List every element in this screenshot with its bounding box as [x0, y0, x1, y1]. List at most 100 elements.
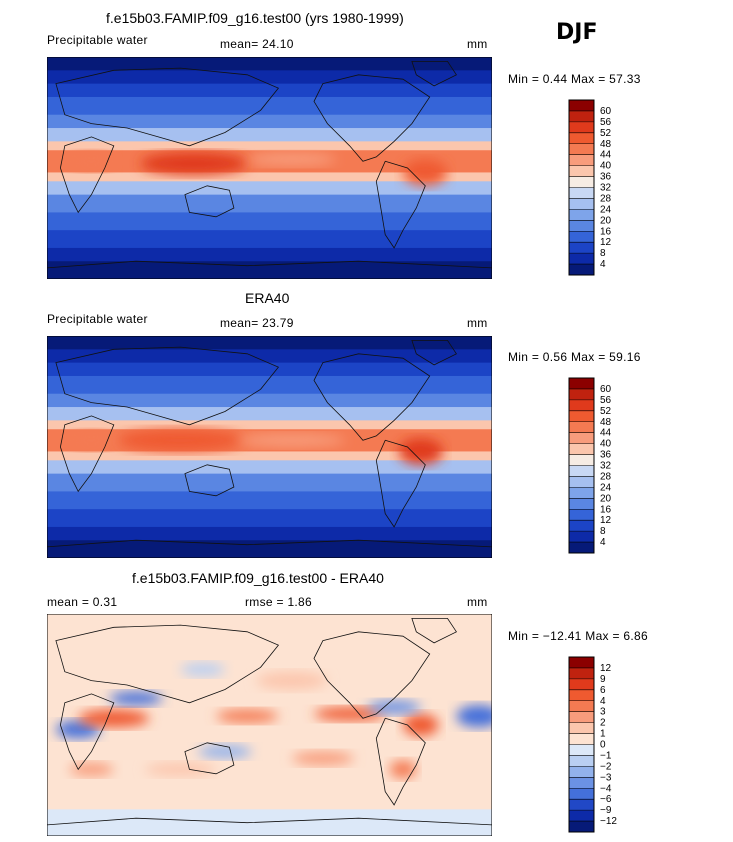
panel3-minmax: Min = −12.41 Max = 6.86: [508, 629, 648, 643]
colorbar-label: 44: [600, 428, 612, 439]
colorbar-cell: [569, 711, 594, 723]
colorbar-cell: [569, 198, 594, 210]
colorbar-cell: [569, 678, 594, 691]
colorbar-label: 20: [600, 493, 612, 504]
colorbar-cell: [569, 777, 594, 789]
colorbar-label: −4: [600, 783, 612, 794]
map-panel-3: [47, 614, 492, 836]
coastline: [55, 67, 280, 147]
colorbar-cell: [569, 722, 594, 734]
map-band: [47, 540, 492, 558]
colorbar-label: 48: [600, 139, 612, 150]
colorbar-cell: [569, 520, 594, 532]
map-blob: [198, 744, 252, 759]
map-panel-2: [47, 336, 492, 558]
colorbar-label: 8: [600, 248, 606, 259]
map-band: [47, 128, 492, 143]
colorbar-cell: [569, 733, 594, 745]
coastline: [47, 817, 492, 836]
colorbar-cell: [569, 220, 594, 232]
colorbar-cell: [569, 799, 594, 811]
colorbar-cell: [569, 378, 594, 390]
map-band: [47, 349, 492, 364]
colorbar-label: −9: [600, 805, 612, 816]
map-blob: [118, 429, 243, 452]
colorbar-cell: [569, 542, 594, 554]
colorbar-label: 40: [600, 439, 612, 450]
map-blob: [144, 762, 217, 777]
map-band: [47, 491, 492, 511]
colorbar-label: 40: [600, 161, 612, 172]
map-blob: [78, 709, 150, 728]
map-band: [47, 181, 492, 196]
colorbar-label: 12: [600, 663, 612, 674]
colorbar-label: 4: [600, 537, 606, 548]
colorbar-cell: [569, 242, 594, 254]
colorbar-cell: [569, 766, 594, 778]
coastline: [375, 717, 426, 806]
colorbar-label: 4: [600, 696, 606, 707]
panel2-variable-label: Precipitable water: [47, 312, 148, 326]
coastline: [411, 61, 457, 87]
colorbar-label: 6: [600, 685, 606, 696]
coastline: [59, 415, 115, 493]
colorbar-label: 52: [600, 406, 612, 417]
colorbar-cell: [569, 110, 594, 123]
map-blob: [180, 662, 225, 677]
colorbar-cell: [569, 657, 594, 669]
colorbar-cell: [569, 176, 594, 188]
coastline: [313, 74, 431, 162]
map-blob: [140, 152, 248, 175]
colorbar-cell: [569, 100, 594, 112]
map-blob: [403, 713, 439, 737]
coastline: [313, 353, 431, 441]
panel3-mean: mean = 0.31: [47, 595, 118, 609]
colorbar-label: −3: [600, 772, 612, 783]
colorbar-label: −6: [600, 794, 612, 805]
coastline: [411, 340, 457, 366]
colorbar-cell: [569, 410, 594, 423]
coastline: [47, 539, 492, 558]
colorbar-label: 20: [600, 215, 612, 226]
map-band: [47, 451, 492, 462]
coastline: [184, 464, 235, 497]
colorbar-cell: [569, 399, 594, 412]
colorbar-label: −12: [600, 816, 617, 827]
colorbar-cell: [569, 487, 594, 499]
colorbar-cell: [569, 143, 594, 155]
map-band: [47, 809, 492, 836]
map-band: [47, 194, 492, 214]
map-blob: [456, 705, 492, 728]
map-blob: [216, 709, 279, 723]
map-blob: [247, 152, 337, 166]
panel3-units: mm: [467, 595, 488, 609]
coastline: [184, 185, 235, 218]
map-band: [47, 83, 492, 98]
colorbar-cell: [569, 755, 594, 767]
map-band: [47, 460, 492, 475]
coastline: [55, 346, 280, 426]
colorbar-label: 28: [600, 471, 612, 482]
map-blob: [55, 720, 101, 739]
colorbar-cell: [569, 465, 594, 477]
colorbar-label: 32: [600, 183, 612, 194]
map-band: [47, 473, 492, 493]
colorbar-label: 52: [600, 128, 612, 139]
colorbar-cell: [569, 264, 594, 276]
colorbar-cell: [569, 509, 594, 521]
panel3-rmse: rmse = 1.86: [245, 595, 312, 609]
map-band: [47, 526, 492, 542]
panel1-mean: mean= 24.10: [220, 37, 294, 51]
colorbar-label: 44: [600, 150, 612, 161]
colorbar-cell: [569, 253, 594, 265]
colorbar-label: 16: [600, 226, 612, 237]
colorbar-label: 60: [600, 384, 612, 395]
coastline: [313, 631, 431, 719]
coastline: [59, 693, 115, 771]
colorbar-label: 24: [600, 482, 612, 493]
map-band: [47, 247, 492, 263]
map-band: [47, 336, 492, 351]
colorbar-cell: [569, 165, 594, 177]
